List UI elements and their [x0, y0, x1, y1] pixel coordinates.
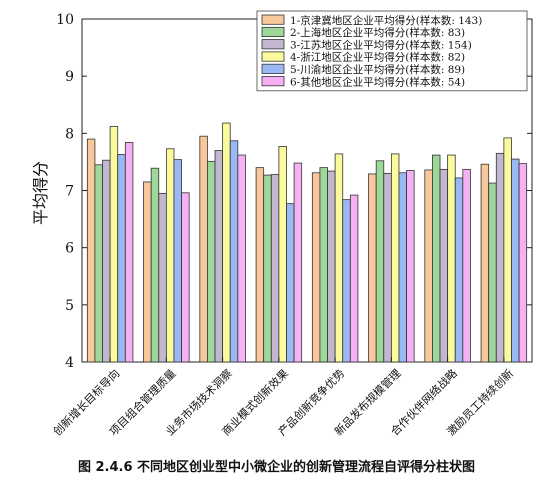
y-tick-label: 9 — [65, 69, 74, 85]
bar — [495, 152, 505, 363]
legend-swatch — [261, 51, 285, 62]
legend-swatch — [261, 14, 285, 25]
bar — [406, 170, 415, 363]
bar — [165, 148, 175, 363]
bar — [214, 150, 224, 363]
legend-label: 6-其他地区企业平均得分(样本数: 54) — [290, 75, 465, 88]
bar — [454, 177, 464, 363]
bar — [117, 154, 126, 363]
bar — [293, 162, 303, 363]
bar — [270, 174, 280, 363]
bar — [480, 163, 490, 363]
bar — [319, 167, 328, 363]
bar — [207, 160, 216, 363]
y-tick-label: 8 — [65, 126, 74, 142]
bar — [199, 135, 208, 363]
bar — [334, 153, 344, 363]
legend-box — [256, 10, 528, 92]
legend-label: 3-江苏地区企业平均得分(样本数: 154) — [290, 38, 472, 51]
bar — [342, 199, 351, 363]
legend-label: 2-上海地区企业平均得分(样本数: 83) — [290, 26, 465, 39]
y-tick-label: 7 — [65, 184, 74, 200]
legend-swatch — [261, 26, 285, 37]
y-tick-label: 4 — [65, 355, 74, 371]
bar — [173, 159, 182, 363]
bar — [311, 172, 321, 363]
legend-label: 4-浙江地区企业平均得分(样本数: 82) — [290, 51, 465, 64]
bar-chart: 45678910平均得分创新增长目标导向项目组合管理质量业务市场技术洞察商业模式… — [31, 10, 533, 438]
bar — [278, 146, 287, 363]
bar — [462, 168, 471, 363]
bar — [349, 194, 359, 363]
bar — [439, 168, 449, 363]
bar — [222, 122, 231, 363]
bar — [102, 159, 111, 363]
bar — [432, 154, 441, 363]
bar — [263, 174, 272, 363]
legend-swatch — [261, 39, 285, 50]
bar — [327, 170, 336, 363]
bar — [518, 163, 528, 363]
bar — [109, 126, 119, 363]
bar — [286, 203, 295, 363]
bar — [424, 169, 433, 363]
bar — [503, 137, 512, 363]
legend-swatch — [261, 76, 285, 87]
bar — [398, 172, 407, 363]
bar — [181, 192, 190, 363]
y-axis-label: 平均得分 — [31, 161, 50, 225]
bar — [150, 167, 160, 363]
y-tick-label: 6 — [65, 241, 74, 257]
legend-label: 1-京津冀地区企业平均得分(样本数: 143) — [290, 14, 482, 27]
bar — [390, 153, 400, 363]
bar — [124, 142, 134, 363]
bar — [511, 158, 520, 363]
bar — [86, 138, 96, 363]
bar — [488, 182, 497, 363]
bar — [94, 164, 103, 363]
bar — [375, 160, 385, 363]
bar — [383, 172, 392, 363]
legend-label: 5-川渝地区企业平均得分(样本数: 89) — [290, 63, 465, 76]
bar — [368, 173, 377, 363]
bar — [229, 140, 239, 363]
figure-caption: 图 2.4.6 不同地区创业型中小微企业的创新管理流程自评得分柱状图 — [77, 460, 476, 475]
bar — [447, 154, 456, 363]
bar — [255, 167, 265, 363]
bar — [143, 181, 152, 363]
legend-swatch — [261, 63, 285, 74]
bar — [158, 192, 167, 363]
y-tick-label: 10 — [56, 12, 74, 28]
bar — [237, 154, 246, 363]
y-tick-label: 5 — [65, 298, 74, 314]
